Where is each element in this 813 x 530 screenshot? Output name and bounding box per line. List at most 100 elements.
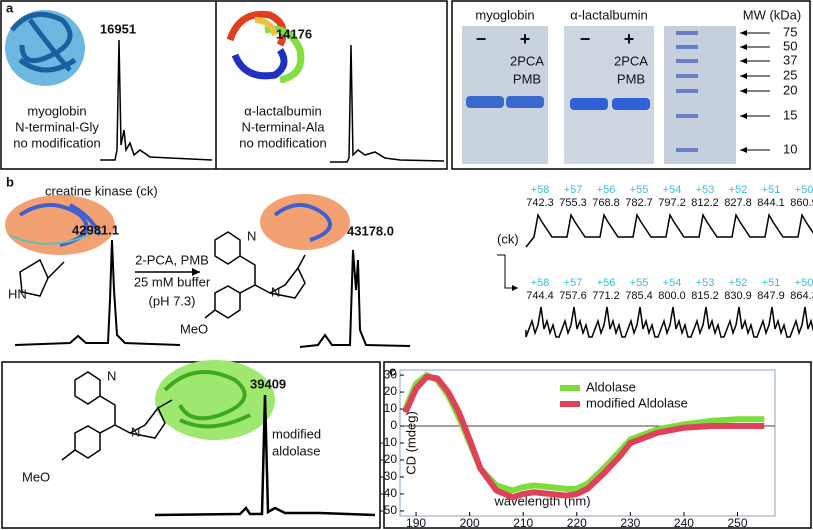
y-tick-label: 0	[390, 418, 397, 432]
charge-state: +58	[531, 277, 550, 289]
aldolase-frame	[1, 361, 381, 529]
spectrum	[525, 306, 813, 338]
mass-label: 43178.0	[347, 223, 394, 238]
protein-name: α-lactalbumin	[244, 103, 322, 118]
y-tick-label: 10	[384, 401, 398, 415]
gel-image	[564, 26, 654, 164]
cd-curve	[402, 373, 765, 501]
arrowhead	[740, 73, 747, 79]
reagent: PMB	[617, 71, 645, 86]
charge-state: +56	[597, 277, 616, 289]
myoglobin-structure	[5, 10, 85, 86]
mass-label: 16951	[100, 21, 136, 36]
ladder-band	[676, 74, 698, 78]
cd-curve	[402, 372, 765, 494]
charge-state: +58	[531, 184, 550, 196]
band	[612, 98, 650, 110]
mz-label: 827.8	[724, 197, 752, 209]
charge-state: +54	[663, 184, 682, 196]
condition: 25 mM buffer	[134, 274, 211, 289]
spectrum	[330, 44, 445, 163]
charge-state: +50	[795, 277, 813, 289]
ck-structure	[260, 194, 350, 250]
atom: N	[131, 424, 140, 439]
atom: N	[107, 368, 116, 383]
ladder-band	[676, 45, 698, 49]
mw-marker: 50	[783, 38, 797, 53]
gel-frame	[451, 0, 811, 170]
band	[466, 96, 504, 108]
reagent: PMB	[513, 71, 541, 86]
protein-name: creatine kinase (ck)	[45, 183, 158, 198]
atom: MeO	[180, 321, 208, 336]
charge-state: +50	[795, 184, 813, 196]
product-structure	[61, 371, 173, 461]
charge-state: +54	[663, 277, 682, 289]
reagent: 2PCA	[510, 53, 544, 68]
ladder-band	[676, 114, 698, 118]
y-tick-label: 20	[384, 384, 398, 398]
charge-state: +56	[597, 184, 616, 196]
mw-marker: 10	[783, 141, 797, 156]
plus-sign: +	[520, 29, 531, 49]
spectrum	[154, 394, 376, 517]
ck-label: (ck)	[497, 231, 519, 246]
mz-label: 744.4	[526, 290, 554, 302]
enzyme-name: aldolase	[272, 443, 320, 458]
y-tick-label: 30	[384, 367, 398, 381]
charge-state: +57	[564, 184, 583, 196]
mz-label: 797.2	[658, 197, 686, 209]
mz-label: 815.2	[691, 290, 719, 302]
mz-label: 785.4	[625, 290, 653, 302]
panel-label: b	[6, 174, 14, 189]
x-tick-label: 230	[620, 516, 640, 530]
charge-state: +51	[762, 277, 781, 289]
mz-label: 742.3	[526, 197, 554, 209]
atom: HN	[8, 286, 27, 301]
spectrum	[299, 249, 411, 348]
x-tick-label: 250	[727, 516, 747, 530]
mz-label: 847.9	[757, 290, 785, 302]
bracket	[497, 254, 518, 289]
protein-name: myoglobin	[27, 103, 86, 118]
spectrum	[525, 212, 813, 248]
mz-label: 782.7	[625, 197, 653, 209]
mw-title: MW (kDa)	[743, 7, 802, 22]
charge-state: +53	[696, 184, 715, 196]
aldolase-structure	[155, 360, 275, 440]
mz-label: 757.6	[559, 290, 587, 302]
plus-sign: +	[624, 29, 635, 49]
charge-state: +53	[696, 277, 715, 289]
condition: 2-PCA, PMB	[135, 252, 209, 267]
gel-labels: myoglobin − +2PCA PMB α-lactalbumin − +2PCA PMB…	[475, 7, 801, 156]
arrowhead	[740, 58, 747, 64]
panel-a-frame	[0, 0, 448, 170]
arrowhead	[512, 285, 518, 291]
ladder-band	[676, 148, 698, 152]
mass-label: 39409	[250, 376, 286, 391]
spectrum	[100, 39, 213, 161]
legend-label: Aldolase	[586, 379, 636, 394]
band	[570, 98, 608, 110]
mz-label: 830.9	[724, 290, 752, 302]
mz-label: 800.0	[658, 290, 686, 302]
legend-label: modified Aldolase	[586, 395, 688, 410]
mw-marker: 25	[783, 67, 797, 82]
atom: N	[271, 284, 280, 299]
charge-spectra: +58742.3+57755.3+56768.8+55782.7+54797.2…	[525, 184, 813, 338]
panel-label: c	[389, 363, 396, 378]
mz-label: 844.1	[757, 197, 785, 209]
gel-image	[462, 26, 548, 164]
mw-marker: 15	[783, 107, 797, 122]
arrowhead	[740, 88, 747, 94]
charge-state: +55	[630, 184, 649, 196]
x-tick-label: 240	[674, 516, 694, 530]
ladder-band	[676, 59, 698, 63]
mz-label: 771.2	[592, 290, 620, 302]
minus-sign: −	[476, 29, 487, 49]
y-tick-label: -50	[380, 503, 398, 517]
lactalbumin-structure	[226, 10, 305, 84]
terminus: N-terminal-Gly	[15, 119, 99, 134]
band	[506, 96, 544, 108]
